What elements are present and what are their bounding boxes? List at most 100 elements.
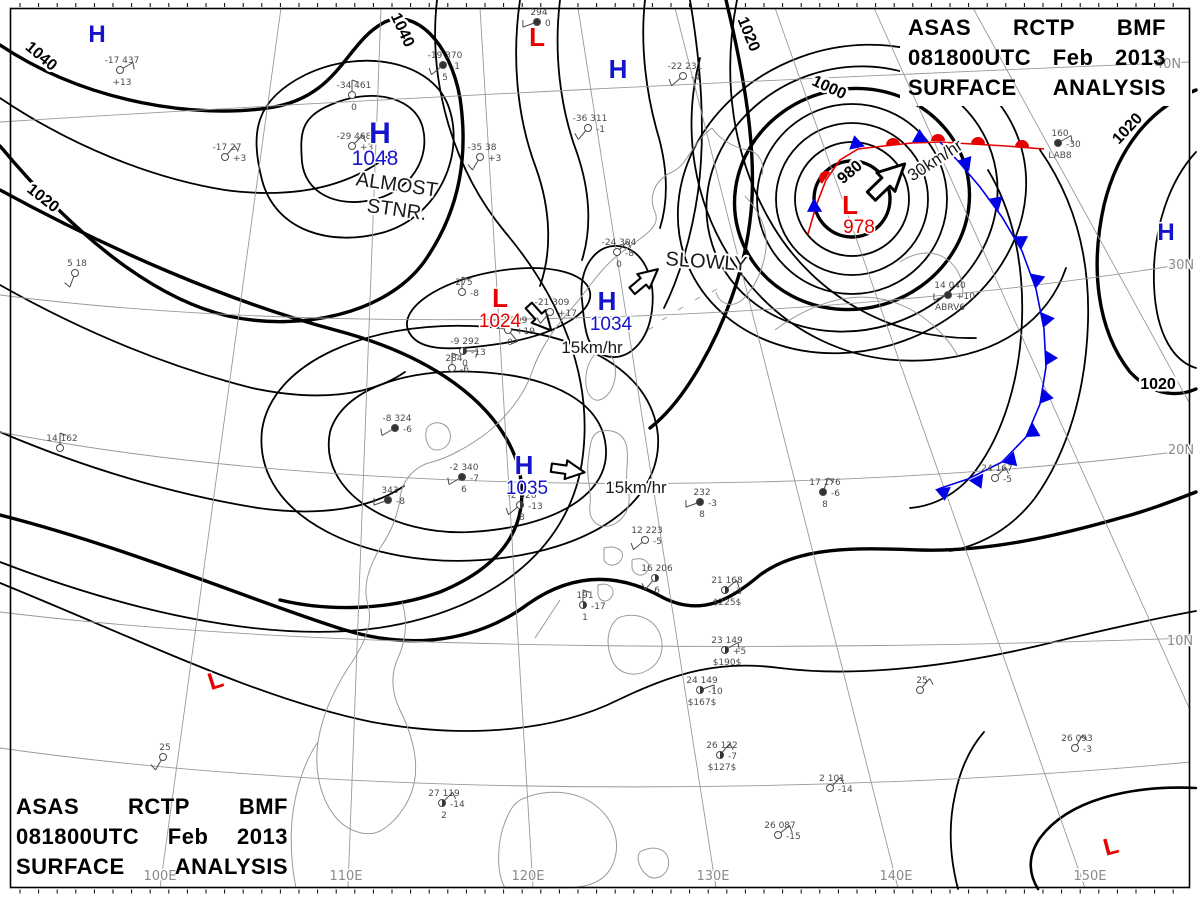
isobar	[515, 0, 550, 287]
station-value: +5	[733, 647, 746, 657]
isobar	[0, 0, 586, 633]
station-value: -24 304	[602, 238, 637, 248]
station-value: -17	[591, 602, 606, 612]
station-value: -34 461	[337, 81, 372, 91]
wind-barb-tick	[929, 678, 934, 685]
annotation-label: ALMOST	[355, 168, 440, 201]
station-value: 232	[693, 488, 710, 498]
movement-arrow	[549, 459, 586, 481]
wind-barb-tick	[234, 145, 239, 152]
station-value: 6	[461, 485, 467, 495]
station-value: 14 162	[46, 434, 78, 444]
station-value: -13	[471, 348, 486, 358]
pressure-center-L: L	[205, 666, 227, 696]
station-value: 160	[1051, 129, 1068, 139]
station-value: -6	[831, 489, 840, 499]
wind-barb-tick	[827, 477, 834, 483]
station-value: +19	[516, 327, 535, 337]
station-plot: -24 304-80	[602, 238, 637, 270]
station-value: 26 087	[764, 821, 796, 831]
station-symbol	[71, 269, 79, 277]
title-word: 081800UTC	[16, 824, 140, 849]
station-value: 21 168	[711, 576, 743, 586]
station-value: 5 18	[67, 259, 87, 269]
station-value: -9 292	[450, 337, 479, 347]
grid-label: 150E	[1073, 869, 1106, 884]
station-value: -15	[786, 832, 801, 842]
wind-barb-tick	[447, 477, 450, 485]
station-symbol	[584, 124, 592, 132]
pressure-value: 978	[843, 217, 875, 238]
cold-front-symbol	[1025, 422, 1041, 438]
station-value: -8 324	[382, 414, 411, 424]
meridian-line	[972, 7, 1191, 405]
title-top-right: ASAS RCTP BMF 081800UTC Feb 2013 SURFACE ANALYS…	[908, 14, 1166, 101]
station-value: +3	[233, 154, 246, 164]
station-value: 284	[445, 354, 462, 364]
coastline	[379, 127, 764, 549]
title-word: Feb	[167, 824, 209, 849]
station-plot: 26 087-15	[764, 821, 800, 842]
coastline	[316, 547, 417, 835]
isobar-ring	[676, 43, 1028, 355]
cold-front-symbol	[987, 196, 1003, 211]
pressure-value: 1024	[479, 311, 522, 332]
wind-barb-tick	[510, 341, 518, 345]
wind-barb-tick	[451, 352, 459, 356]
coastline	[425, 422, 451, 451]
station-value: -3	[1083, 745, 1092, 755]
station-value: 26 093	[1061, 734, 1093, 744]
station-plot: 26 122-7$127$	[706, 741, 738, 773]
fronts-group	[806, 129, 1058, 501]
station-value: -2 340	[449, 463, 478, 473]
coastline-group	[290, 127, 964, 889]
parallel-line	[0, 262, 1191, 321]
station-value: +10	[956, 292, 975, 302]
title-word: BMF	[238, 794, 288, 819]
station-symbol-half	[720, 751, 724, 759]
grid-label: 10N	[1167, 634, 1193, 649]
station-value: 0	[507, 338, 513, 348]
station-value: 8	[519, 513, 525, 523]
cold-front-symbol	[1039, 388, 1054, 404]
station-symbol	[679, 72, 687, 80]
wind-barb-tick	[630, 542, 634, 550]
station-value: 275	[455, 278, 472, 288]
station-symbol	[944, 291, 952, 299]
station-plot: 24 149-10$167$	[686, 676, 723, 708]
station-value: 24 167	[981, 464, 1013, 474]
station-value: 8	[822, 500, 828, 510]
station-value: 26 122	[706, 741, 738, 751]
isobar	[0, 97, 396, 194]
isobar-ring	[756, 103, 948, 295]
coastline	[647, 288, 718, 331]
cold-front-symbol	[806, 198, 823, 212]
pressure-center-L: L	[492, 283, 508, 313]
station-value: -1	[596, 125, 605, 135]
wind-barb-tick	[582, 589, 590, 593]
station-symbol	[348, 142, 356, 150]
station-symbol	[641, 536, 649, 544]
annotation-label: 15km/hr	[561, 338, 623, 357]
wind-barb-tick	[64, 282, 71, 288]
isobar	[0, 490, 1198, 643]
pressure-center-H: H	[598, 286, 617, 316]
station-plot: 26 093-3	[1061, 734, 1093, 755]
title-line: 081800UTC Feb 2013	[908, 44, 1166, 71]
station-symbol	[826, 784, 834, 792]
pressure-center-L: L	[529, 22, 545, 52]
station-plot: -2 326-138	[505, 491, 543, 523]
station-value: 0	[351, 103, 357, 113]
station-plot: 23 149+5$190$	[711, 636, 746, 668]
cold-front-symbol	[1012, 236, 1029, 250]
station-symbol-half	[655, 574, 659, 582]
station-plot: 275-8	[455, 276, 479, 299]
isobar	[580, 245, 654, 358]
station-value: 6	[654, 586, 660, 596]
station-plot: -17 27+3	[212, 143, 246, 164]
pressure-center-H: H	[515, 450, 534, 480]
station-symbol	[56, 444, 64, 452]
station-value: -29 468	[337, 132, 372, 142]
station-plot: 25	[916, 676, 934, 694]
station-symbol	[159, 753, 167, 761]
